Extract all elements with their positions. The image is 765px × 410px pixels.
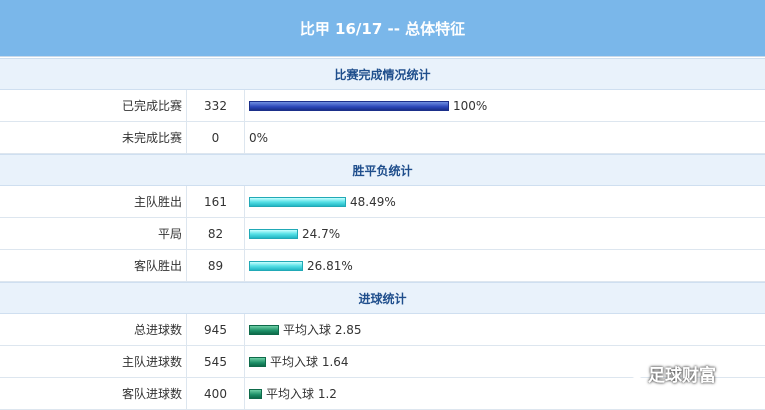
table-row-home-goals: 主队进球数 545 平均入球 1.64 (0, 346, 765, 378)
section-header-goals: 进球统计 (0, 282, 765, 314)
percent-bar (249, 196, 346, 207)
row-count: 945 (187, 314, 245, 345)
page-title: 比甲 16/17 -- 总体特征 (0, 0, 765, 57)
percent-text: 26.81% (307, 258, 353, 273)
percent-bar (249, 260, 303, 271)
table-row-draw: 平局 82 24.7% (0, 218, 765, 250)
row-count: 545 (187, 346, 245, 377)
average-goals-bar (249, 388, 262, 399)
row-label: 客队胜出 (0, 250, 187, 281)
row-count: 400 (187, 378, 245, 409)
section-header-results: 胜平负统计 (0, 154, 765, 186)
average-goals-bar (249, 324, 279, 335)
average-goals-text: 平均入球 1.2 (266, 387, 337, 401)
row-label: 客队进球数 (0, 378, 187, 409)
percent-text: 100% (453, 98, 488, 113)
row-bar-cell: 100% (245, 90, 765, 121)
percent-text: 0% (249, 130, 269, 145)
table-row-away-win: 客队胜出 89 26.81% (0, 250, 765, 282)
percent-bar (249, 100, 449, 111)
watermark: 足球财富 (624, 358, 716, 388)
row-count: 161 (187, 186, 245, 217)
percent-text: 24.7% (302, 226, 341, 241)
row-bar-cell: 48.49% (245, 186, 765, 217)
table-row-home-win: 主队胜出 161 48.49% (0, 186, 765, 218)
percent-bar (249, 228, 298, 239)
percent-text: 48.49% (350, 194, 396, 209)
average-goals-text: 平均入球 2.85 (283, 323, 362, 337)
row-count: 82 (187, 218, 245, 249)
row-bar-cell: 24.7% (245, 218, 765, 249)
row-label: 未完成比赛 (0, 122, 187, 153)
row-bar-cell: 0% (245, 122, 765, 153)
row-count: 0 (187, 122, 245, 153)
row-bar-cell: 平均入球 2.85 (245, 314, 765, 345)
average-goals-bar (249, 356, 266, 367)
row-label: 已完成比赛 (0, 90, 187, 121)
row-bar-cell: 26.81% (245, 250, 765, 281)
row-bar-cell: 平均入球 1.64 (245, 346, 765, 377)
table-row-completed: 已完成比赛 332 100% (0, 90, 765, 122)
row-count: 89 (187, 250, 245, 281)
watermark-text: 足球财富 (648, 365, 716, 386)
average-goals-text: 平均入球 1.64 (270, 355, 349, 369)
table-row-unfinished: 未完成比赛 0 0% (0, 122, 765, 154)
wechat-icon (624, 362, 644, 385)
table-row-total-goals: 总进球数 945 平均入球 2.85 (0, 314, 765, 346)
row-label: 主队进球数 (0, 346, 187, 377)
row-label: 总进球数 (0, 314, 187, 345)
row-label: 平局 (0, 218, 187, 249)
row-label: 主队胜出 (0, 186, 187, 217)
section-header-completion: 比赛完成情况统计 (0, 58, 765, 90)
row-bar-cell: 平均入球 1.2 (245, 378, 765, 409)
row-count: 332 (187, 90, 245, 121)
